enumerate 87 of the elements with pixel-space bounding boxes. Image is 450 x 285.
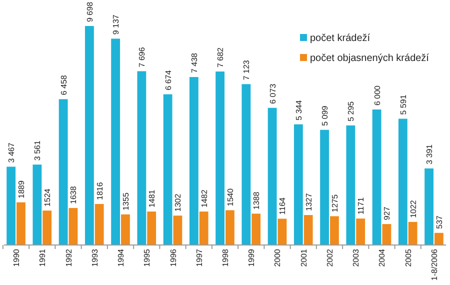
bar [225,210,234,245]
data-label: 537 [434,214,444,229]
data-label: 1164 [278,196,288,215]
bar [216,72,225,245]
x-tick-label: 2002 [325,248,334,267]
x-tick-label: 1996 [168,248,178,267]
data-label: 3 467 [7,142,16,163]
data-label: 5 591 [398,94,408,115]
bar [268,108,277,245]
bar [121,214,130,245]
bar [32,164,42,245]
data-label: 3 561 [33,140,42,161]
bar [304,215,313,245]
x-tick-label: 2004 [378,248,387,267]
x-tick-label: 1993 [90,248,100,267]
data-label: 6 674 [164,70,173,90]
bar [398,118,408,245]
data-label: 1302 [174,193,183,212]
bar [111,38,120,245]
bar [68,208,78,245]
bar [58,99,68,245]
data-label: 1171 [356,196,366,215]
data-label: 1482 [200,189,209,208]
x-tick-label: 1999 [247,248,256,267]
bar [320,130,329,245]
bar [382,224,392,245]
bar [356,218,366,245]
data-label: 7 696 [138,46,147,68]
x-tick-label: 1992 [64,248,74,267]
bar [163,94,172,245]
data-label: 1022 [408,200,418,218]
bar [42,210,52,245]
data-label: 6 000 [372,84,382,106]
x-tick-label: 2003 [352,248,361,267]
bar [94,204,104,245]
data-label: 6 458 [59,74,68,96]
x-tick-label: 1997 [194,248,204,267]
x-tick-label: 1990 [12,248,22,267]
data-label: 1889 [16,180,26,198]
x-tick-label: 1-8/2006 [430,248,439,281]
legend-label: počet objasnených krádeží [310,53,430,64]
bar [199,212,208,245]
x-tick-label: 2000 [273,248,282,267]
data-label: 1388 [252,191,262,210]
legend-label: počet krádeží [310,33,370,44]
bar [346,125,356,245]
x-tick-label: 1995 [142,248,152,267]
data-label: 5 295 [346,100,356,122]
bar [278,218,287,245]
x-tick-label: 1991 [38,248,48,267]
bar [84,26,94,245]
bar [252,214,261,245]
data-label: 1524 [43,188,52,207]
data-label: 1481 [148,189,157,208]
data-label: 1540 [226,188,235,206]
bar [16,202,26,245]
bar [424,168,434,245]
bar [434,232,444,245]
data-label: 1275 [330,194,340,212]
bar [147,212,156,245]
bar [408,222,418,245]
data-label: 7 123 [242,60,252,80]
data-label: 7 682 [216,46,226,68]
data-label: 1355 [121,192,130,210]
x-tick-label: 2005 [404,248,413,267]
x-tick-label: 1994 [116,248,126,267]
data-label: 1816 [95,182,104,200]
bar [137,71,146,245]
data-label: 5 344 [294,100,304,120]
bar [242,84,251,245]
data-label: 9 137 [112,14,121,35]
data-label: 3 391 [425,144,434,164]
bar [372,110,382,245]
data-label: 5 099 [320,105,330,126]
data-label: 1638 [69,186,78,204]
data-label: 7 438 [190,52,199,74]
data-label: 9 698 [85,1,94,22]
bar [173,216,182,245]
bar [294,124,303,245]
data-label: 927 [382,206,392,220]
data-label: 1327 [304,192,314,212]
bar [330,216,339,245]
bar [6,166,16,245]
x-tick-label: 2001 [299,248,308,267]
bar [189,77,198,245]
data-label: 6 073 [268,83,278,104]
x-tick-label: 1998 [221,248,230,267]
